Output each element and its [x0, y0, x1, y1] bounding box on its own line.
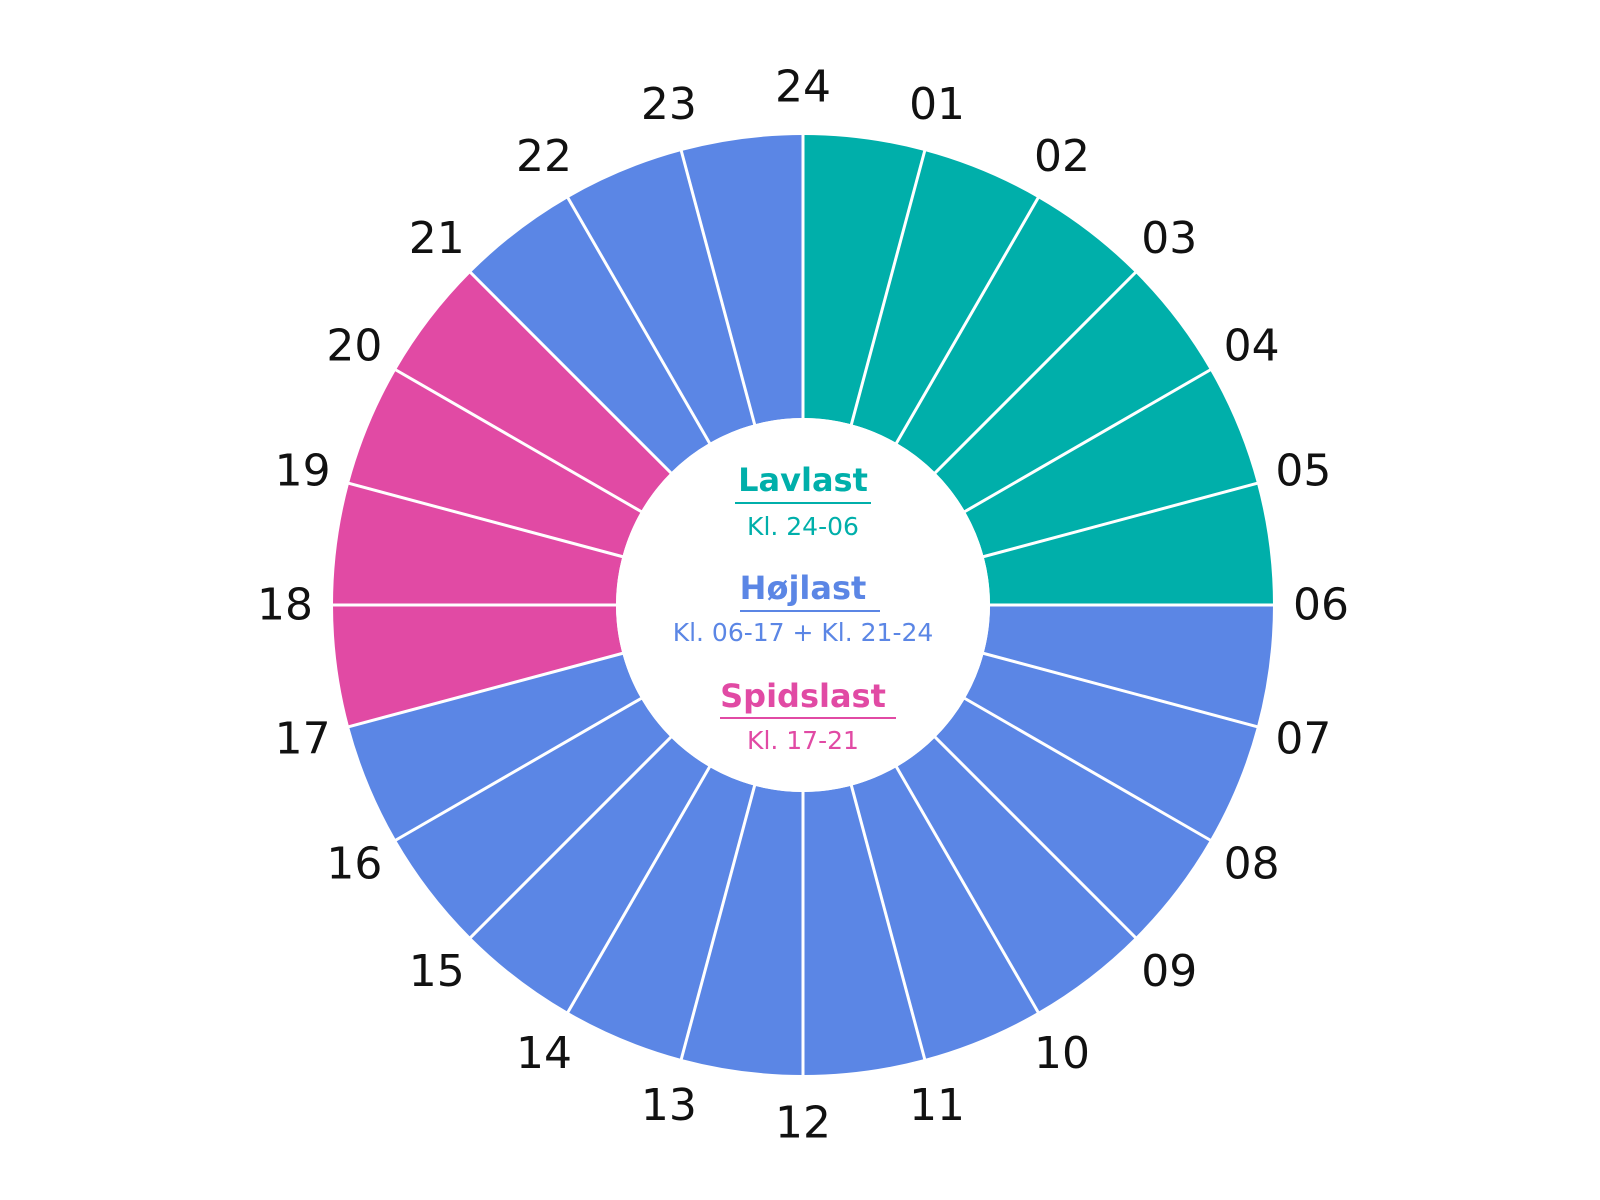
segment-divider — [393, 696, 644, 843]
hour-segment-20 — [349, 370, 642, 557]
hour-segment-12 — [803, 785, 925, 1075]
hour-label-01: 01 — [909, 79, 965, 130]
hour-segment-17 — [349, 653, 642, 840]
hour-label-16: 16 — [326, 839, 382, 890]
hour-label-07: 07 — [1275, 714, 1331, 765]
segment-divider — [894, 764, 1041, 1015]
legend-spidslast-title: Spidslast — [720, 677, 886, 715]
segment-divider — [981, 651, 1260, 729]
segment-divider — [679, 783, 757, 1062]
hour-segment-02 — [851, 151, 1038, 444]
hour-segment-07 — [983, 605, 1273, 727]
hour-segment-15 — [470, 737, 710, 1013]
hour-segment-22 — [470, 197, 710, 473]
hour-segment-24 — [681, 135, 803, 425]
hour-segment-13 — [681, 785, 803, 1075]
hour-segment-19 — [333, 483, 623, 605]
hour-label-09: 09 — [1141, 946, 1197, 997]
hour-segment-18 — [333, 605, 623, 727]
hour-label-23: 23 — [641, 79, 697, 130]
legend-lavlast-title: Lavlast — [738, 461, 868, 499]
wheel-segments — [333, 135, 1273, 1075]
hour-segment-08 — [964, 653, 1257, 840]
legend-hojlast-subtitle: Kl. 06-17 + Kl. 21-24 — [673, 618, 934, 647]
hour-label-05: 05 — [1275, 445, 1331, 496]
segment-divider — [468, 734, 674, 940]
center-disc — [616, 418, 990, 792]
hour-segment-21 — [395, 272, 671, 512]
hour-label-15: 15 — [409, 946, 465, 997]
segment-divider — [565, 195, 712, 446]
hour-label-03: 03 — [1141, 213, 1197, 264]
hour-label-21: 21 — [409, 213, 465, 264]
legend-lavlast-subtitle: Kl. 24-06 — [747, 512, 859, 541]
segment-divider — [932, 734, 1138, 940]
segment-divider — [981, 481, 1260, 559]
segment-divider — [962, 367, 1213, 514]
hour-label-10: 10 — [1034, 1028, 1090, 1079]
segment-divider — [962, 696, 1213, 843]
hour-segment-06 — [983, 483, 1273, 605]
hour-label-08: 08 — [1224, 839, 1280, 890]
hour-segment-04 — [935, 272, 1211, 512]
hour-label-24: 24 — [775, 62, 831, 113]
hour-segment-11 — [851, 766, 1038, 1059]
segment-divider — [894, 195, 1041, 446]
hour-label-11: 11 — [909, 1080, 965, 1131]
hour-segment-23 — [568, 151, 755, 444]
hour-label-18: 18 — [257, 580, 313, 631]
hour-label-17: 17 — [275, 714, 331, 765]
segment-divider — [346, 481, 625, 559]
hour-segment-05 — [964, 370, 1257, 557]
hour-label-02: 02 — [1034, 131, 1090, 182]
legend: Lavlast Kl. 24-06 Højlast Kl. 06-17 + Kl… — [673, 461, 934, 755]
hour-segment-01 — [803, 135, 925, 425]
segment-divider — [849, 783, 927, 1062]
hour-label-04: 04 — [1224, 321, 1280, 372]
hour-label-19: 19 — [275, 445, 331, 496]
hour-label-12: 12 — [775, 1098, 831, 1149]
segment-divider — [346, 651, 625, 729]
legend-hojlast-title: Højlast — [740, 569, 867, 607]
segment-divider — [932, 270, 1138, 476]
segment-divider — [849, 148, 927, 427]
segment-divider — [393, 367, 644, 514]
hour-labels: 01 02 03 04 05 06 07 08 09 10 11 12 13 14 15 16 17 18 19 20… — [257, 62, 1349, 1149]
segment-divider — [468, 270, 674, 476]
hour-segment-16 — [395, 698, 671, 938]
hour-segment-09 — [935, 698, 1211, 938]
segment-divider — [679, 148, 757, 427]
hour-label-06: 06 — [1293, 580, 1349, 631]
hour-segment-10 — [896, 737, 1136, 1013]
hour-segment-14 — [568, 766, 755, 1059]
hour-label-13: 13 — [641, 1080, 697, 1131]
legend-spidslast-subtitle: Kl. 17-21 — [747, 726, 859, 755]
wheel-dividers — [331, 133, 1275, 1077]
hour-segment-03 — [896, 197, 1136, 473]
segment-divider — [565, 764, 712, 1015]
hour-label-14: 14 — [516, 1028, 572, 1079]
hour-label-20: 20 — [326, 321, 382, 372]
hour-label-22: 22 — [516, 131, 572, 182]
